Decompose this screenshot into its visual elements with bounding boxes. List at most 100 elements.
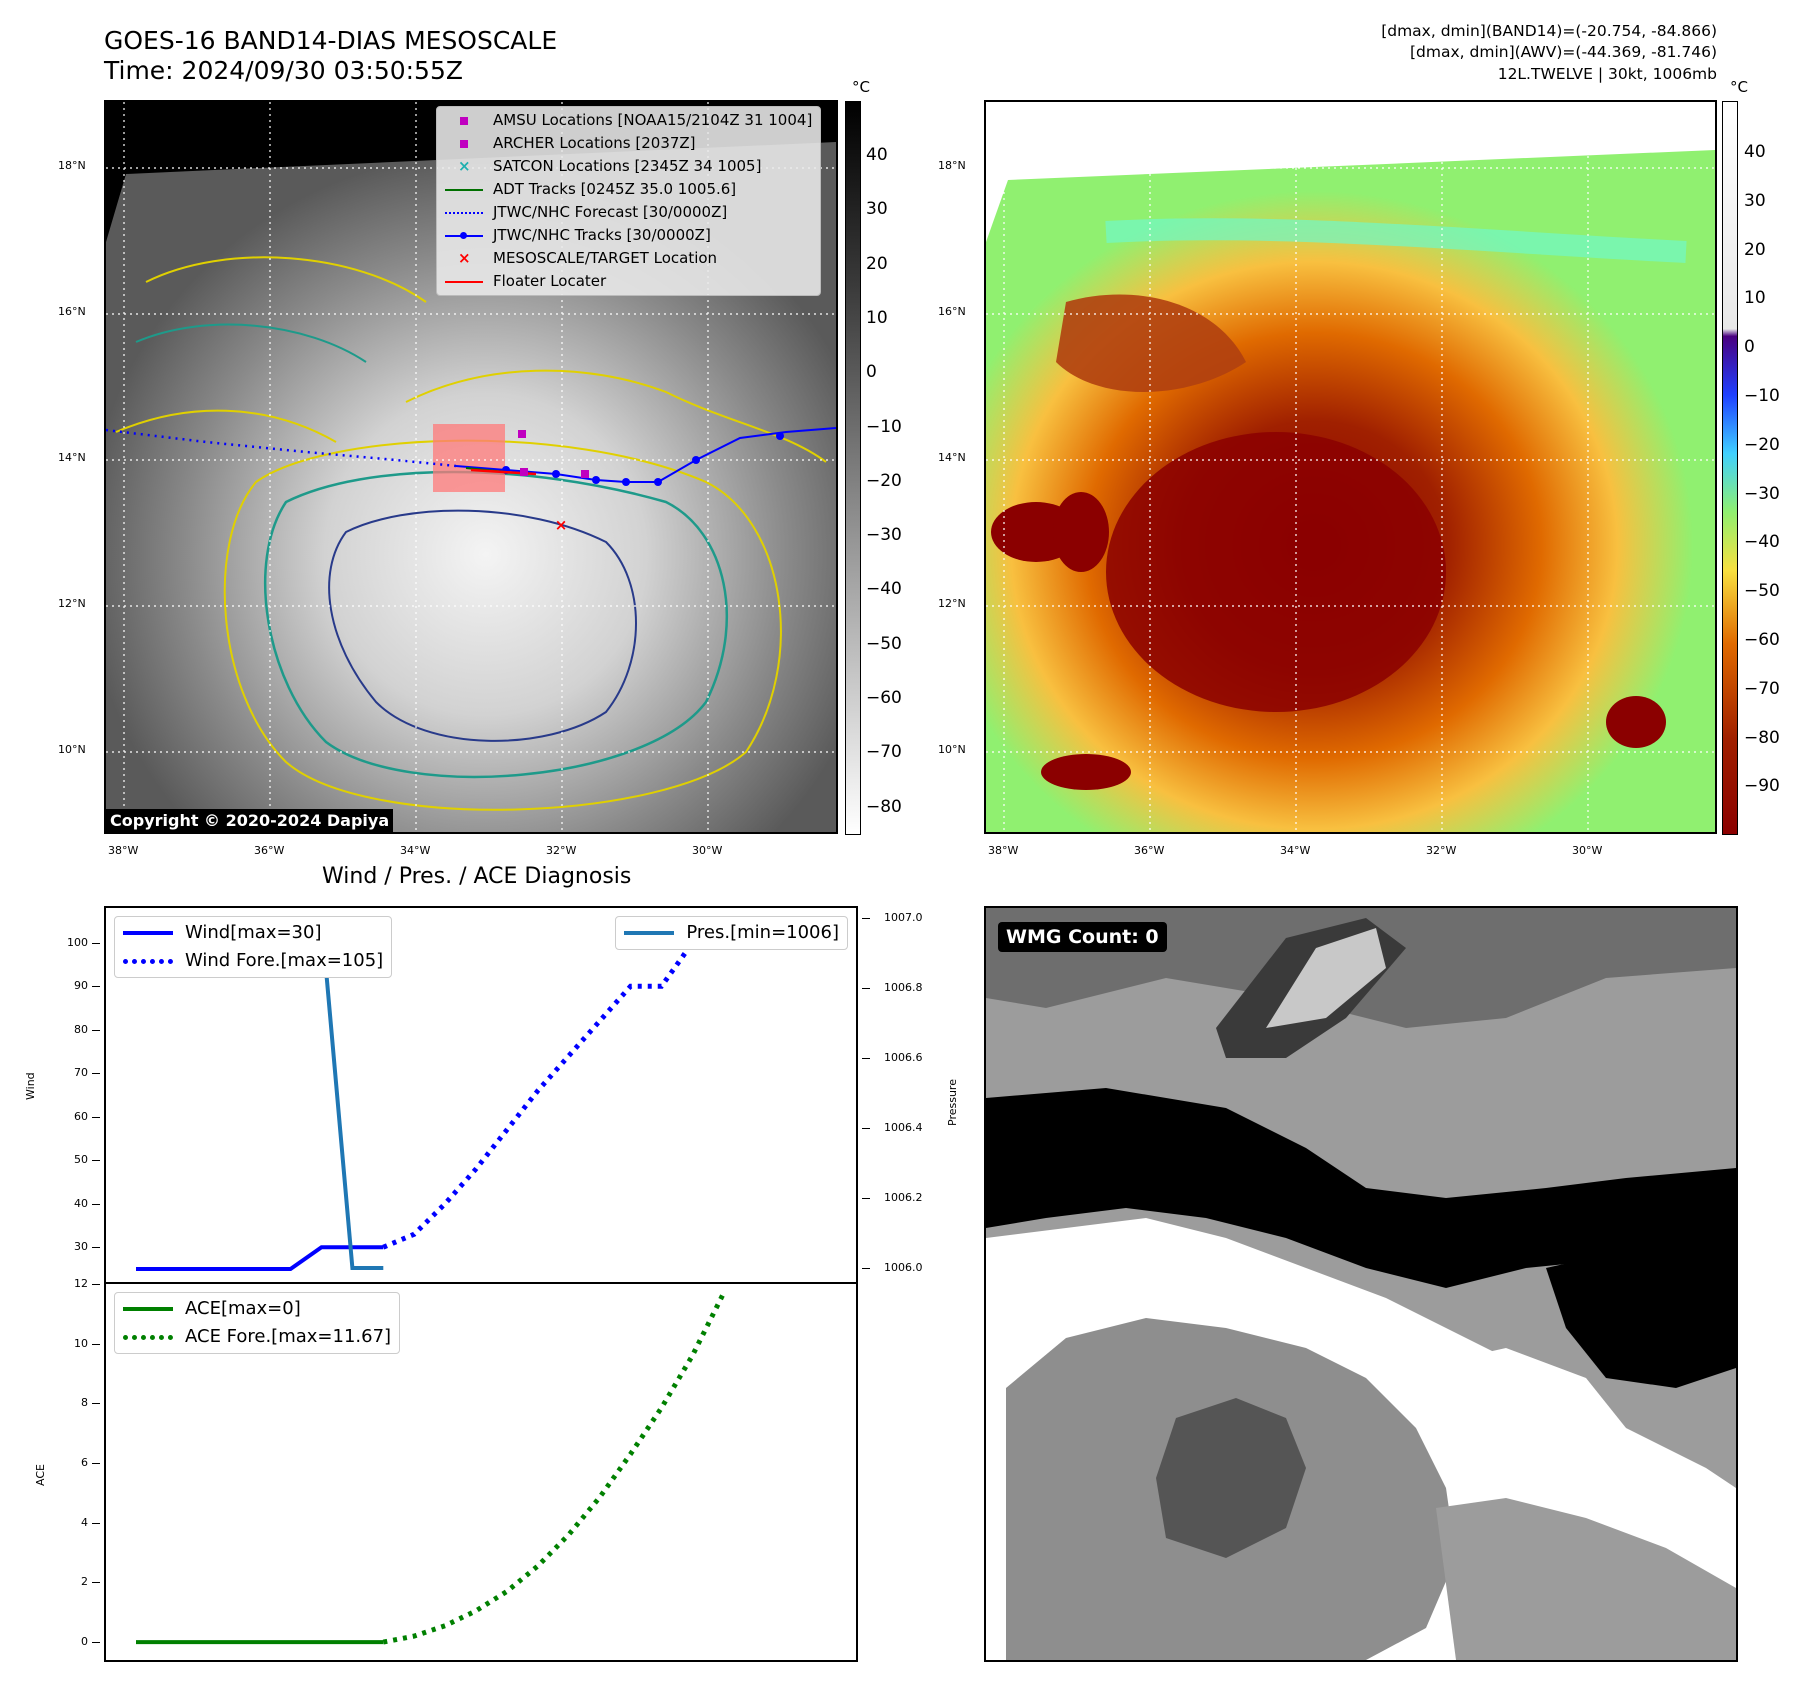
legend-entry: ACE[max=0] bbox=[123, 1295, 391, 1323]
legend-label: AMSU Locations [NOAA15/2104Z 31 1004] bbox=[493, 111, 813, 129]
legend-entry: AMSU Locations [NOAA15/2104Z 31 1004] bbox=[445, 109, 812, 132]
lon-label: 30°W bbox=[692, 844, 723, 857]
legend-label: JTWC/NHC Tracks [30/0000Z] bbox=[493, 226, 711, 244]
awv-colorbar-tick: −20 bbox=[1744, 434, 1780, 455]
y-tick-mark bbox=[92, 1463, 100, 1465]
lat-label: 10°N bbox=[58, 743, 86, 756]
y-tick: 1006.8 bbox=[884, 981, 923, 995]
legend-label: ARCHER Locations [2037Z] bbox=[493, 134, 696, 152]
legend-label: Pres.[min=1006] bbox=[686, 922, 839, 943]
lat-label: 12°N bbox=[58, 597, 86, 610]
lat-label: 16°N bbox=[58, 305, 86, 318]
y-tick-mark bbox=[92, 1116, 100, 1118]
y-tick-mark bbox=[92, 1284, 100, 1285]
y-tick-mark bbox=[862, 988, 870, 990]
y-tick-mark bbox=[92, 1522, 100, 1524]
awv-colorbar-tick: −70 bbox=[1744, 678, 1780, 699]
y-tick-mark bbox=[862, 1058, 870, 1060]
page-title: GOES-16 BAND14-DIAS MESOSCALE bbox=[104, 26, 558, 55]
y-tick-mark bbox=[92, 1029, 100, 1031]
y-tick-mark bbox=[92, 986, 100, 988]
y-tick: 30 bbox=[74, 1240, 88, 1254]
y-tick: 40 bbox=[74, 1196, 88, 1210]
legend-swatch: × bbox=[458, 248, 471, 267]
series-line-1 bbox=[382, 1292, 726, 1645]
awv-colorbar-tick: −90 bbox=[1744, 776, 1780, 797]
lon-label: 32°W bbox=[1426, 844, 1457, 857]
lon-label: 32°W bbox=[546, 844, 577, 857]
ir-colorbar-tick: −70 bbox=[866, 742, 902, 763]
awv-colorbar-tick: −30 bbox=[1744, 483, 1780, 504]
ir-colorbar-tick: −50 bbox=[866, 633, 902, 654]
y-tick-mark bbox=[92, 1160, 100, 1162]
y-tick-mark bbox=[92, 1343, 100, 1345]
timestamp: Time: 2024/09/30 03:50:55Z bbox=[104, 56, 463, 85]
lat-label: 14°N bbox=[938, 451, 966, 464]
ir-colorbar-tick: −80 bbox=[866, 796, 902, 817]
y-tick: 8 bbox=[81, 1396, 88, 1410]
legend-entry: Wind[max=30] bbox=[123, 919, 383, 947]
ir-colorbar-tick: −60 bbox=[866, 688, 902, 708]
series-line-0 bbox=[136, 1245, 384, 1271]
lon-label: 30°W bbox=[1572, 844, 1603, 857]
y-tick: 1006.0 bbox=[884, 1261, 923, 1275]
ace-legend: ACE[max=0] ACE Fore.[max=11.67] bbox=[114, 1292, 401, 1354]
awv-map-graphic bbox=[986, 102, 1715, 832]
lon-label: 36°W bbox=[1134, 844, 1165, 857]
legend-swatch bbox=[445, 137, 483, 151]
y-tick-mark bbox=[92, 1073, 100, 1075]
awv-colorbar-unit: °C bbox=[1730, 78, 1748, 96]
awv-colorbar-tick: −10 bbox=[1744, 386, 1780, 406]
y-tick: 90 bbox=[74, 979, 88, 993]
ace-axis-label: ACE bbox=[34, 1464, 47, 1486]
legend-swatch: × bbox=[458, 156, 471, 175]
lat-label: 14°N bbox=[58, 451, 86, 464]
y-tick: 1007.0 bbox=[884, 911, 923, 925]
wmg-panel: WMG Count: 0 bbox=[984, 906, 1738, 1662]
ir-colorbar-unit: °C bbox=[852, 78, 870, 96]
y-tick: 70 bbox=[74, 1066, 88, 1080]
legend-label: ACE[max=0] bbox=[185, 1298, 301, 1319]
awv-colorbar-tick: −40 bbox=[1744, 532, 1780, 553]
y-tick: 12 bbox=[74, 1277, 88, 1290]
y-tick-mark bbox=[92, 1403, 100, 1405]
legend-label: ACE Fore.[max=11.67] bbox=[185, 1326, 392, 1347]
lat-label: 12°N bbox=[938, 597, 966, 610]
awv-colorbar-tick: 0 bbox=[1744, 337, 1755, 358]
ir-colorbar-tick: −10 bbox=[866, 416, 902, 437]
awv-colorbar bbox=[1722, 101, 1738, 835]
y-tick: 100 bbox=[67, 935, 88, 949]
y-tick: 6 bbox=[81, 1456, 88, 1470]
lon-label: 38°W bbox=[988, 844, 1019, 857]
y-tick-mark bbox=[92, 1247, 100, 1249]
legend-entry: Floater Locater bbox=[445, 270, 812, 293]
legend-swatch bbox=[445, 206, 483, 220]
awv-colorbar-tick: −60 bbox=[1744, 630, 1780, 650]
ir-colorbar-tick: 20 bbox=[866, 253, 888, 274]
legend-swatch bbox=[123, 1334, 173, 1340]
legend-entry: Wind Fore.[max=105] bbox=[123, 947, 383, 975]
ace-chart-svg bbox=[136, 1292, 726, 1645]
ir-colorbar bbox=[845, 101, 861, 835]
awv-colorbar-tick: 40 bbox=[1744, 142, 1766, 162]
y-tick-mark bbox=[862, 918, 870, 920]
legend-entry: JTWC/NHC Forecast [30/0000Z] bbox=[445, 201, 812, 224]
series-line-1 bbox=[382, 940, 755, 1250]
y-tick: 0 bbox=[81, 1635, 88, 1649]
awv-colorbar-tick: 20 bbox=[1744, 239, 1766, 260]
pressure-legend: Pres.[min=1006] bbox=[615, 916, 848, 950]
y-tick: 10 bbox=[74, 1336, 88, 1350]
ir-colorbar-tick: −20 bbox=[866, 470, 902, 491]
lat-label: 10°N bbox=[938, 743, 966, 756]
legend-entry: ADT Tracks [0245Z 35.0 1005.6] bbox=[445, 178, 812, 201]
lon-label: 34°W bbox=[400, 844, 431, 857]
legend-swatch bbox=[445, 229, 483, 243]
ir-colorbar-tick: 40 bbox=[866, 145, 888, 165]
y-tick: 50 bbox=[74, 1153, 88, 1167]
svg-text:×: × bbox=[555, 516, 568, 534]
y-tick: 60 bbox=[74, 1109, 88, 1123]
wmg-count-badge: WMG Count: 0 bbox=[998, 922, 1167, 952]
ir-map-legend: AMSU Locations [NOAA15/2104Z 31 1004] ARC… bbox=[436, 106, 822, 296]
wmg-graphic bbox=[986, 908, 1736, 1660]
diagnosis-title: Wind / Pres. / ACE Diagnosis bbox=[322, 864, 632, 889]
